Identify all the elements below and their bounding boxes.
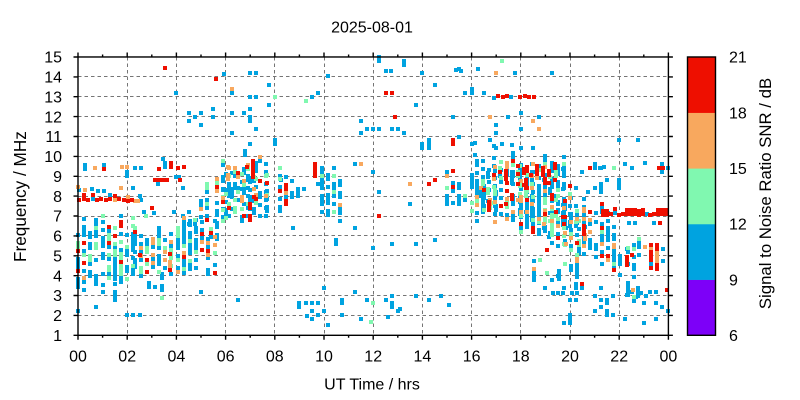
svg-text:02: 02 xyxy=(118,349,136,366)
svg-text:12: 12 xyxy=(44,109,62,126)
svg-text:6: 6 xyxy=(53,229,62,246)
svg-text:2025-08-01: 2025-08-01 xyxy=(331,20,413,37)
svg-text:22: 22 xyxy=(610,349,628,366)
svg-text:1: 1 xyxy=(53,328,62,345)
svg-text:5: 5 xyxy=(53,249,62,266)
svg-text:6: 6 xyxy=(729,328,738,345)
svg-text:15: 15 xyxy=(44,50,62,67)
svg-text:4: 4 xyxy=(53,268,62,285)
svg-text:UT Time / hrs: UT Time / hrs xyxy=(324,377,420,394)
svg-text:Signal to Noise Ratio SNR / dB: Signal to Noise Ratio SNR / dB xyxy=(756,78,775,309)
svg-text:14: 14 xyxy=(414,349,432,366)
svg-text:10: 10 xyxy=(315,349,333,366)
svg-text:10: 10 xyxy=(44,149,62,166)
svg-text:00: 00 xyxy=(69,349,87,366)
svg-text:2: 2 xyxy=(53,308,62,325)
svg-text:Frequency / MHz: Frequency / MHz xyxy=(10,131,30,262)
svg-text:04: 04 xyxy=(168,349,186,366)
svg-text:21: 21 xyxy=(729,50,747,67)
svg-text:3: 3 xyxy=(53,288,62,305)
svg-text:00: 00 xyxy=(660,349,678,366)
svg-text:20: 20 xyxy=(561,349,579,366)
svg-text:15: 15 xyxy=(729,161,747,178)
svg-text:8: 8 xyxy=(53,189,62,206)
svg-text:11: 11 xyxy=(45,129,62,146)
svg-text:08: 08 xyxy=(266,349,284,366)
svg-text:13: 13 xyxy=(44,89,62,106)
svg-text:7: 7 xyxy=(53,209,62,226)
svg-text:12: 12 xyxy=(729,217,747,234)
svg-text:9: 9 xyxy=(729,272,738,289)
svg-text:9: 9 xyxy=(53,169,62,186)
svg-text:12: 12 xyxy=(364,349,382,366)
svg-text:14: 14 xyxy=(44,70,62,87)
svg-text:06: 06 xyxy=(217,349,235,366)
svg-text:18: 18 xyxy=(729,105,747,122)
svg-text:18: 18 xyxy=(512,349,530,366)
svg-text:16: 16 xyxy=(463,349,481,366)
